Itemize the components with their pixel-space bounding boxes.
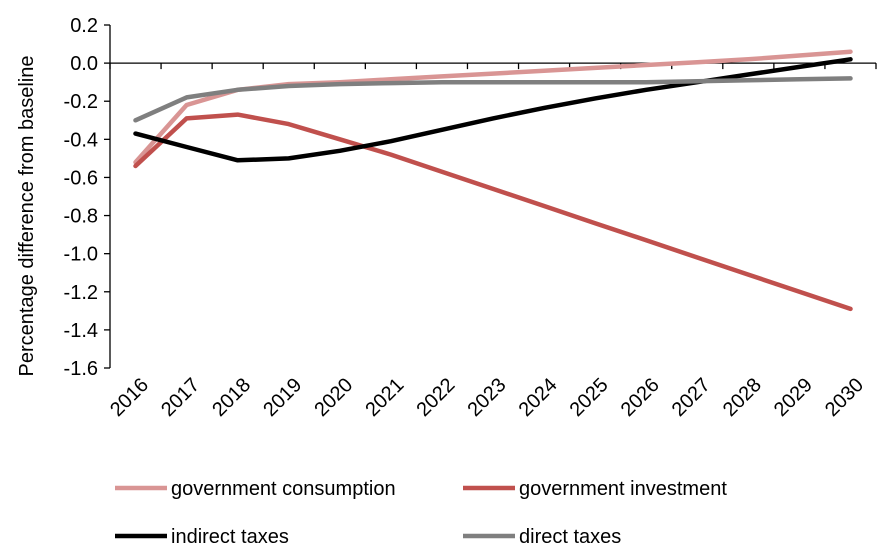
y-tick-label: -1.4 [64, 320, 98, 342]
x-tick-label: 2018 [208, 374, 255, 421]
x-tick-label: 2020 [310, 374, 357, 421]
x-tick-label: 2027 [668, 374, 715, 421]
x-tick-label: 2024 [515, 374, 562, 421]
series-line-government-consumption [133, 49, 853, 165]
legend-label: indirect taxes [171, 526, 289, 545]
legend-item: indirect taxes [115, 526, 289, 545]
legend-label: government investment [519, 478, 727, 500]
x-tick-label: 2030 [821, 374, 868, 421]
x-tick-label: 2025 [566, 374, 613, 421]
x-tick-label: 2023 [464, 374, 511, 421]
legend-item: government investment [463, 478, 727, 500]
x-tick-label: 2028 [719, 374, 766, 421]
y-tick-label: -0.2 [64, 91, 98, 113]
x-tick-label: 2017 [157, 374, 204, 421]
y-tick-label: -1.2 [64, 282, 98, 304]
x-tick-label: 2029 [770, 374, 817, 421]
series-line-direct-taxes [133, 76, 853, 123]
x-tick-label: 2016 [106, 374, 153, 421]
y-axis-title: Percentage difference from baseline [16, 56, 38, 377]
y-tick-label: 0.0 [70, 53, 98, 75]
y-tick-label: -0.4 [64, 129, 98, 151]
y-tick-label: -0.6 [64, 167, 98, 189]
x-tick-label: 2022 [412, 374, 459, 421]
legend-item: direct taxes [463, 526, 621, 545]
y-tick-label: 0.2 [70, 15, 98, 37]
y-tick-label: -1.6 [64, 358, 98, 380]
x-tick-label: 2019 [259, 374, 306, 421]
x-tick-label: 2026 [617, 374, 664, 421]
legend-label: government consumption [171, 478, 396, 500]
y-axis-ticks: 0.2 0.0 -0.2 -0.4 -0.6 -0.8 -1.0 -1.2 -1.4 -1.6 [64, 15, 110, 380]
x-tick-label: 2021 [361, 374, 408, 421]
series-lines [133, 49, 853, 312]
y-tick-label: -0.8 [64, 206, 98, 228]
series-line-government-investment [133, 112, 853, 312]
legend-item: government consumption [115, 478, 396, 500]
legend-label: direct taxes [519, 526, 621, 545]
legend: government consumption government investm… [115, 478, 727, 545]
y-tick-label: -1.0 [64, 244, 98, 266]
series-line-indirect-taxes [133, 57, 853, 163]
